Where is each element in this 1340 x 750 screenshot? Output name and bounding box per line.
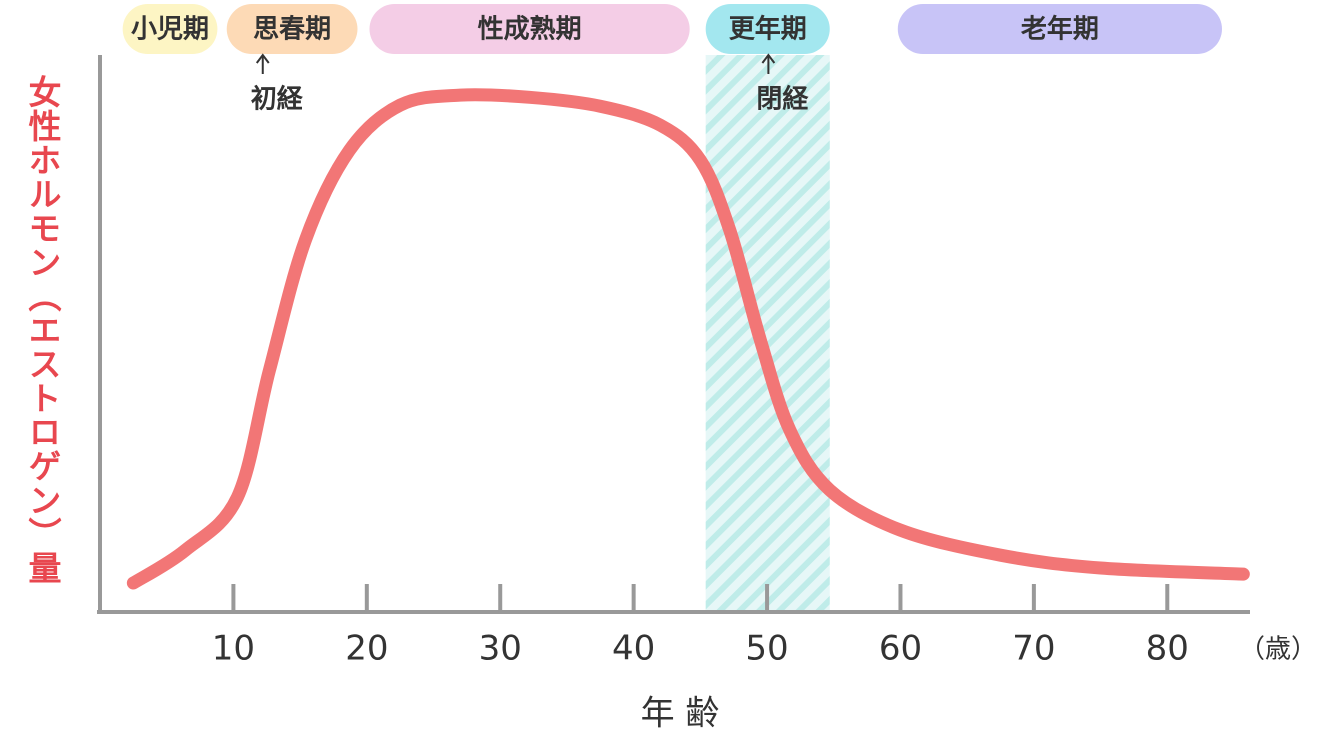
phase-label: 性成熟期 [478,14,582,45]
annotation-arrowhead [255,53,270,64]
phase-label: 老年期 [1021,14,1099,45]
x-tick-label: 80 [1146,629,1189,669]
phase-box [226,4,358,54]
annotation-label: 初経 [251,84,304,115]
annotation-arrowhead [761,53,776,64]
y-axis-title: 女性ホルモン（エストロゲン）量 [23,75,62,585]
x-axis-title: 年 齢 [641,694,720,734]
phase-label: 思春期 [253,15,331,45]
phase-label: 小児期 [131,15,209,45]
phase-box [369,4,690,54]
x-tick-label: 60 [879,629,922,669]
phase-box [122,4,218,54]
phase-label: 更年期 [729,14,807,45]
line [126,88,1250,590]
x-tick-label: 10 [212,629,255,669]
phase-shade [705,55,830,612]
x-tick-label: 70 [1012,629,1055,669]
x-tick-label: 50 [745,629,788,669]
phase-box [705,4,830,54]
phase-box [897,4,1222,54]
annotation-label: 閉経 [756,84,809,115]
x-tick-label: 20 [345,629,388,669]
x-unit: （歳） [1239,635,1317,665]
x-tick-label: 40 [612,629,655,669]
x-tick-label: 30 [479,629,522,669]
